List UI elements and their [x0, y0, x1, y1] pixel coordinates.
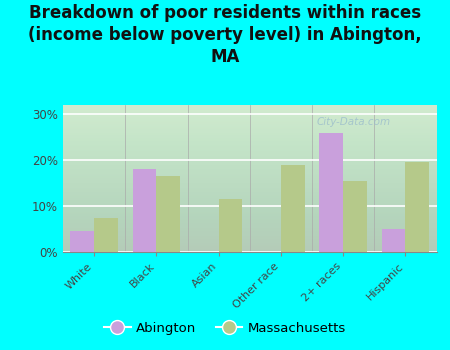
Bar	[71, 231, 94, 252]
Bar	[405, 162, 429, 252]
Bar	[320, 133, 343, 252]
Text: Breakdown of poor residents within races
(income below poverty level) in Abingto: Breakdown of poor residents within races…	[28, 4, 422, 66]
Bar	[382, 229, 405, 252]
Bar	[219, 199, 242, 252]
Bar	[157, 176, 180, 252]
Text: City-Data.com: City-Data.com	[317, 117, 391, 127]
Bar	[133, 169, 157, 252]
Bar	[94, 218, 118, 252]
Bar	[343, 181, 367, 252]
Bar	[281, 165, 305, 252]
Legend: Abington, Massachusetts: Abington, Massachusetts	[99, 316, 351, 340]
